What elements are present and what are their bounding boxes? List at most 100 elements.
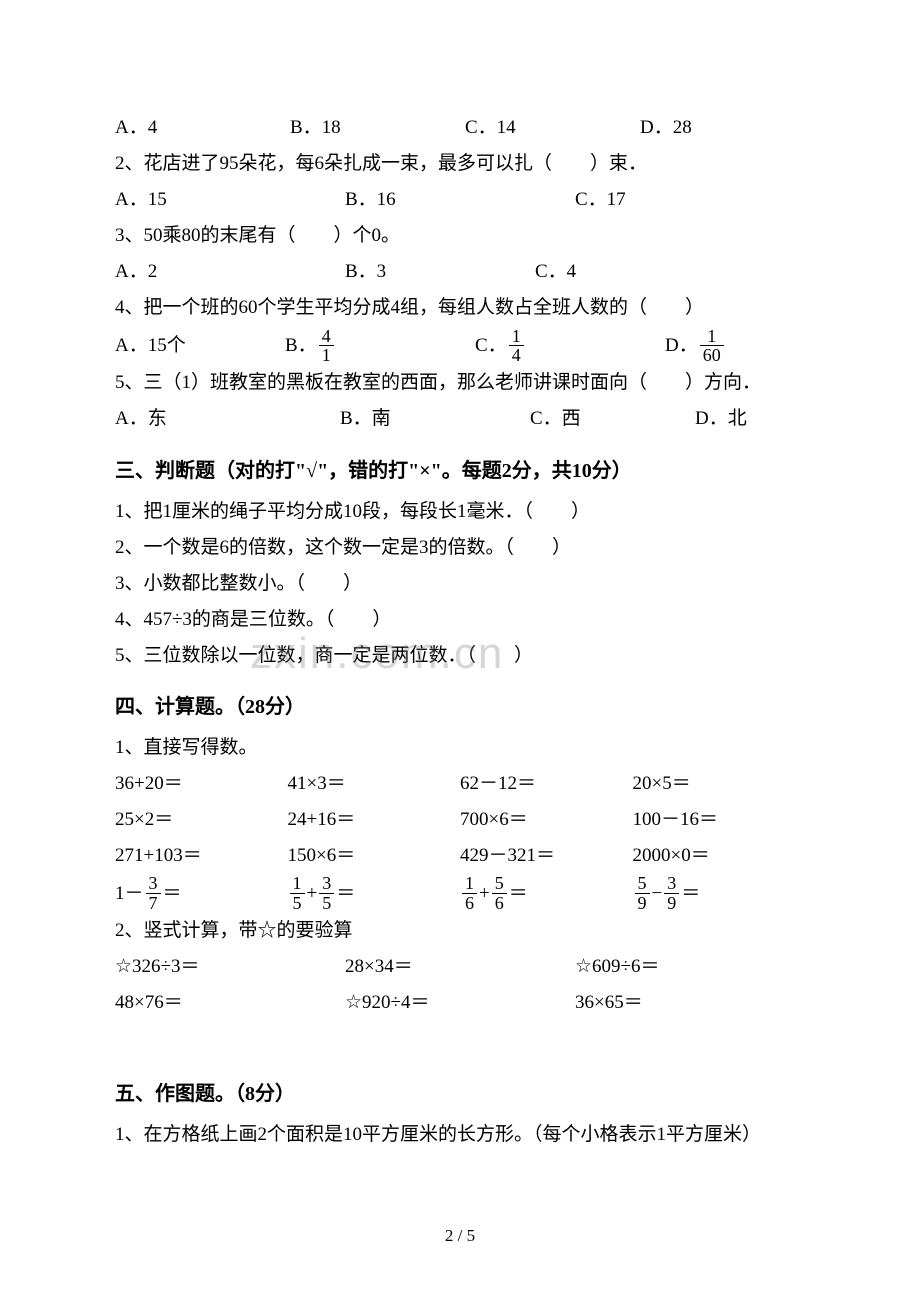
calc-cell: 62－12＝ [460,766,633,802]
prev-options-row: A．4 B．18 C．14 D．28 [115,110,805,146]
frac-den: 4 [509,345,524,365]
q2-opt-c: C．17 [575,182,626,218]
q2-opt-a: A．15 [115,182,345,218]
calc-row-4: 1－ 3 7 ＝ 1 5 + 3 5 ＝ 1 6 + [115,874,805,913]
fraction-icon: 1 4 [509,327,524,366]
calc-cell: 2000×0＝ [633,838,806,874]
opt-b: B．18 [290,110,465,146]
vert-row-2: 48×76＝ ☆920÷4＝ 36×65＝ [115,985,805,1021]
draw-1: 1、在方格纸上画2个面积是10平方厘米的长方形。（每个小格表示1平方厘米） [115,1117,805,1153]
judge-2: 2、一个数是6的倍数，这个数一定是3的倍数。（ ） [115,530,805,566]
frac-num: 3 [319,874,334,893]
calc-cell: 28×34＝ [345,949,575,985]
frac-den: 1 [319,345,334,365]
calc-cell: 20×5＝ [633,766,806,802]
expr-text: ＝ [509,876,528,912]
judge-5: 5、三位数除以一位数，商一定是两位数．（ ） [115,638,805,674]
q3-opt-b: B．3 [345,254,535,290]
calc-cell: 48×76＝ [115,985,345,1021]
spacer [115,1021,805,1061]
section-3-title: 三、判断题（对的打"√"，错的打"×"。每题2分，共10分） [115,452,805,490]
q5-opt-a: A．东 [115,401,340,437]
calc-cell: 1－ 3 7 ＝ [115,874,288,913]
calc-cell: 700×6＝ [460,802,633,838]
calc-cell: 150×6＝ [288,838,461,874]
expr-text: ＝ [681,876,700,912]
frac-num: 1 [290,874,305,893]
expr-text: ＝ [163,876,182,912]
calc-cell: 5 9 − 3 9 ＝ [633,874,806,913]
q4-d-prefix: D． [665,328,698,364]
frac-den: 7 [146,893,161,913]
calc-cell: 24+16＝ [288,802,461,838]
frac-num: 1 [704,327,719,346]
calc-cell: 41×3＝ [288,766,461,802]
calc-row-3: 271+103＝ 150×6＝ 429－321＝ 2000×0＝ [115,838,805,874]
frac-num: 3 [146,874,161,893]
section-5-title: 五、作图题。（8分） [115,1075,805,1113]
expr-text: − [652,876,663,912]
question-4: 4、把一个班的60个学生平均分成4组，每组人数占全班人数的（ ） [115,290,805,326]
fraction-icon: 3 5 [319,874,334,913]
frac-den: 6 [492,893,507,913]
opt-a: A．4 [115,110,290,146]
q4-opt-b: B． 4 1 [285,327,475,366]
opt-c: C．14 [465,110,640,146]
frac-num: 1 [509,327,524,346]
calc-row-1: 36+20＝ 41×3＝ 62－12＝ 20×5＝ [115,766,805,802]
calc-cell: ☆920÷4＝ [345,985,575,1021]
fraction-icon: 4 1 [319,327,334,366]
frac-den: 9 [635,893,650,913]
frac-num: 1 [462,874,477,893]
q4-opt-a: A．15个 [115,328,285,364]
calc-cell: 1 5 + 3 5 ＝ [288,874,461,913]
expr-text: + [479,876,490,912]
frac-den: 5 [319,893,334,913]
question-3-options: A．2 B．3 C．4 [115,254,805,290]
section-4-title: 四、计算题。（28分） [115,688,805,726]
calc-row-2: 25×2＝ 24+16＝ 700×6＝ 100－16＝ [115,802,805,838]
frac-den: 9 [664,893,679,913]
question-2: 2、花店进了95朵花，每6朵扎成一束，最多可以扎（ ）束． [115,146,805,182]
q4-opt-d: D． 1 60 [665,327,726,366]
fraction-icon: 3 7 [146,874,161,913]
question-2-options: A．15 B．16 C．17 [115,182,805,218]
fraction-icon: 1 5 [290,874,305,913]
frac-den: 60 [700,345,724,365]
q4-opt-c: C． 1 4 [475,327,665,366]
frac-num: 3 [664,874,679,893]
calc-sub1: 1、直接写得数。 [115,730,805,766]
calc-cell: 429－321＝ [460,838,633,874]
q5-opt-b: B．南 [340,401,530,437]
expr-text: + [307,876,318,912]
calc-cell: 36+20＝ [115,766,288,802]
judge-1: 1、把1厘米的绳子平均分成10段，每段长1毫米．（ ） [115,494,805,530]
calc-cell: 25×2＝ [115,802,288,838]
frac-num: 5 [492,874,507,893]
fraction-icon: 5 6 [492,874,507,913]
calc-cell: 100－16＝ [633,802,806,838]
opt-d: D．28 [640,110,692,146]
calc-sub2: 2、竖式计算，带☆的要验算 [115,913,805,949]
question-5-options: A．东 B．南 C．西 D．北 [115,401,805,437]
page-number: 2 / 5 [0,1220,920,1252]
vert-row-1: ☆326÷3＝ 28×34＝ ☆609÷6＝ [115,949,805,985]
fraction-icon: 3 9 [664,874,679,913]
question-4-options: A．15个 B． 4 1 C． 1 4 D． 1 60 [115,327,805,366]
q4-b-prefix: B． [285,328,317,364]
fraction-icon: 1 60 [700,327,724,366]
calc-cell: 1 6 + 5 6 ＝ [460,874,633,913]
page-content: A．4 B．18 C．14 D．28 2、花店进了95朵花，每6朵扎成一束，最多… [0,0,920,1214]
frac-num: 4 [319,327,334,346]
frac-num: 5 [635,874,650,893]
q5-opt-d: D．北 [695,401,747,437]
q2-opt-b: B．16 [345,182,575,218]
calc-cell: 271+103＝ [115,838,288,874]
judge-4: 4、457÷3的商是三位数。（ ） [115,602,805,638]
q3-opt-a: A．2 [115,254,345,290]
question-3: 3、50乘80的末尾有（ ）个0。 [115,218,805,254]
question-5: 5、三（1）班教室的黑板在教室的西面，那么老师讲课时面向（ ）方向． [115,365,805,401]
q5-opt-c: C．西 [530,401,695,437]
q3-opt-c: C．4 [535,254,576,290]
frac-den: 6 [462,893,477,913]
